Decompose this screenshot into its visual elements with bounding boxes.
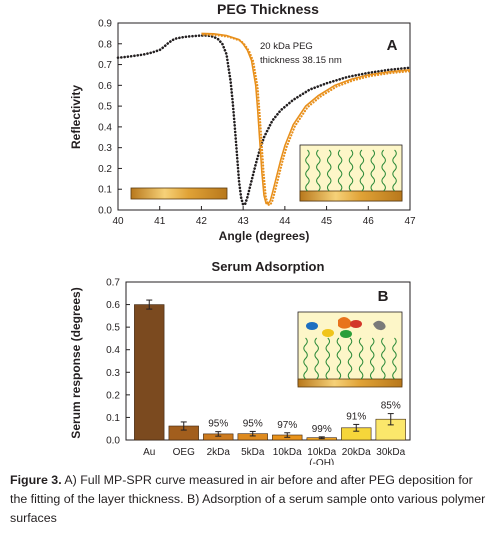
polymer-chain — [392, 337, 397, 380]
figure-3: PEG Thickness 0.00.10.20.30.40.50.60.70.… — [69, 1, 416, 465]
chart-a-annotation-line-2: thickness 38.15 nm — [260, 55, 342, 66]
chart-a-x-tick-label: 42 — [196, 216, 208, 227]
chart-a-y-tick-label: 0.9 — [98, 19, 112, 30]
polymer-chains-illustration — [305, 149, 397, 192]
chart-b-y-tick-label: 0.1 — [106, 413, 120, 424]
chart-b-y-tick-label: 0.2 — [106, 390, 120, 401]
polymer-chain — [336, 337, 342, 380]
protein-blue-icon — [306, 322, 318, 330]
chart-a-y-tick-label: 0.0 — [98, 206, 112, 217]
chart-a-y-tick-label: 0.1 — [98, 185, 112, 196]
chart-a-y-axis: 0.0 0.1 0.2 0.3 0.4 0.5 0.6 0.7 0.8 0.9 — [98, 19, 122, 217]
chart-b-bar-label: 91% — [346, 411, 366, 422]
protein-red-icon — [350, 320, 362, 328]
chart-b-bar-label: 95% — [208, 419, 228, 430]
polymer-chain — [303, 337, 308, 380]
caption-figure-number: Figure 3. — [10, 473, 62, 487]
chart-a-x-tick-label: 43 — [238, 216, 250, 227]
protein-yellow-icon — [322, 329, 334, 337]
polymer-chain — [381, 149, 386, 192]
chart-a-series-fit-1 — [202, 33, 413, 207]
polymer-chain — [392, 149, 397, 192]
chart-b-bar-label: 85% — [381, 401, 401, 412]
chart-a-x-tick-label: 41 — [154, 216, 166, 227]
caption-text: A) Full MP-SPR curve measured in air bef… — [10, 473, 486, 525]
chart-b-bar-label: 95% — [243, 418, 263, 429]
polymer-chain — [381, 337, 386, 380]
chart-b-category-label: Au — [143, 447, 155, 458]
chart-b-category-label: 2kDa — [207, 447, 231, 458]
chart-b-y-tick-label: 0.3 — [106, 368, 120, 379]
polymer-chain — [325, 337, 331, 380]
polymer-chain — [314, 337, 319, 380]
chart-a-x-tick-label: 40 — [112, 216, 124, 227]
chart-a-y-tick-label: 0.2 — [98, 164, 112, 175]
chart-b-y-tick-label: 0.4 — [106, 345, 120, 356]
chart-b-bar — [134, 304, 165, 441]
chart-a-panel-label: A — [387, 37, 398, 54]
chart-a-x-tick-label: 44 — [279, 216, 291, 227]
chart-b-y-tick-label: 0.0 — [106, 436, 120, 447]
chart-b-y-tick-label: 0.5 — [106, 323, 120, 334]
bare-gold-sensor-illustration — [130, 187, 228, 200]
panel-b: Serum Adsorption 0.00.10.20.30.40.50.60.… — [69, 259, 411, 465]
chart-a-y-tick-label: 0.3 — [98, 143, 112, 154]
chart-b-panel-label: B — [378, 288, 389, 305]
peg-coated-sensor-illustration — [299, 144, 403, 202]
chart-b-bars: Au OEG95%2kDa95%5kDa97%10kDa99%10kDa(-OH)… — [134, 299, 406, 465]
chart-a-xlabel: Angle (degrees) — [219, 229, 310, 243]
serum-adsorption-illustration — [297, 311, 403, 388]
figure-caption: Figure 3. A) Full MP-SPR curve measured … — [10, 471, 490, 528]
polymer-chain — [337, 149, 343, 192]
polymer-chain — [358, 337, 364, 380]
polymer-chain — [359, 149, 365, 192]
polymer-chain — [316, 149, 321, 192]
polymer-chain — [305, 149, 310, 192]
chart-b-category-label: OEG — [173, 447, 195, 458]
chart-b-category-label: 5kDa — [241, 447, 265, 458]
chart-a-y-tick-label: 0.8 — [98, 39, 112, 50]
chart-b-y-tick-label: 0.7 — [106, 278, 120, 289]
chart-a-x-axis: 40 41 42 43 44 45 46 47 — [112, 206, 416, 227]
polymer-chain — [348, 149, 354, 192]
chart-b-bar-label: 99% — [312, 424, 332, 435]
chart-b-y-axis: 0.0 0.1 0.2 0.3 0.4 0.5 0.6 0.7 — [106, 278, 130, 447]
panel-a: PEG Thickness 0.00.10.20.30.40.50.60.70.… — [69, 1, 416, 243]
chart-a-y-tick-label: 0.6 — [98, 81, 112, 92]
chart-a-annotation-line-1: 20 kDa PEG — [260, 41, 313, 52]
chart-a-x-tick-label: 46 — [363, 216, 375, 227]
protein-green-icon — [340, 330, 352, 338]
chart-b-category-label: 30kDa — [376, 447, 405, 458]
protein-orange-icon — [338, 317, 352, 329]
chart-b-title: Serum Adsorption — [212, 259, 325, 274]
chart-b-bar-label: 97% — [277, 420, 297, 431]
chart-b-y-tick-label: 0.6 — [106, 300, 120, 311]
chart-a-series — [116, 32, 413, 207]
chart-a-y-tick-label: 0.7 — [98, 60, 112, 71]
chart-b-ylabel: Serum response (degrees) — [69, 287, 83, 438]
polymer-chain — [370, 149, 376, 192]
polymer-chain — [326, 149, 332, 192]
chart-b-plot-frame — [125, 281, 411, 441]
chart-a-x-tick-label: 47 — [404, 216, 416, 227]
chart-b-category-label: 20kDa — [342, 447, 371, 458]
chart-a-x-tick-label: 45 — [321, 216, 333, 227]
chart-b-category-label: 10kDa — [273, 447, 302, 458]
chart-a-y-tick-label: 0.4 — [98, 122, 112, 133]
polymer-chain — [369, 337, 375, 380]
chart-a-ylabel: Reflectivity — [69, 85, 83, 149]
chart-b-category-label: (-OH) — [309, 458, 334, 465]
chart-a-series-line-0 — [116, 34, 412, 207]
protein-grey-icon — [373, 320, 386, 331]
chart-a-y-tick-label: 0.5 — [98, 102, 112, 113]
chart-a-plot-frame — [117, 22, 411, 211]
chart-a-title: PEG Thickness — [217, 1, 319, 17]
polymer-chain — [347, 337, 353, 380]
chart-b-category-label: 10kDa — [307, 447, 336, 458]
